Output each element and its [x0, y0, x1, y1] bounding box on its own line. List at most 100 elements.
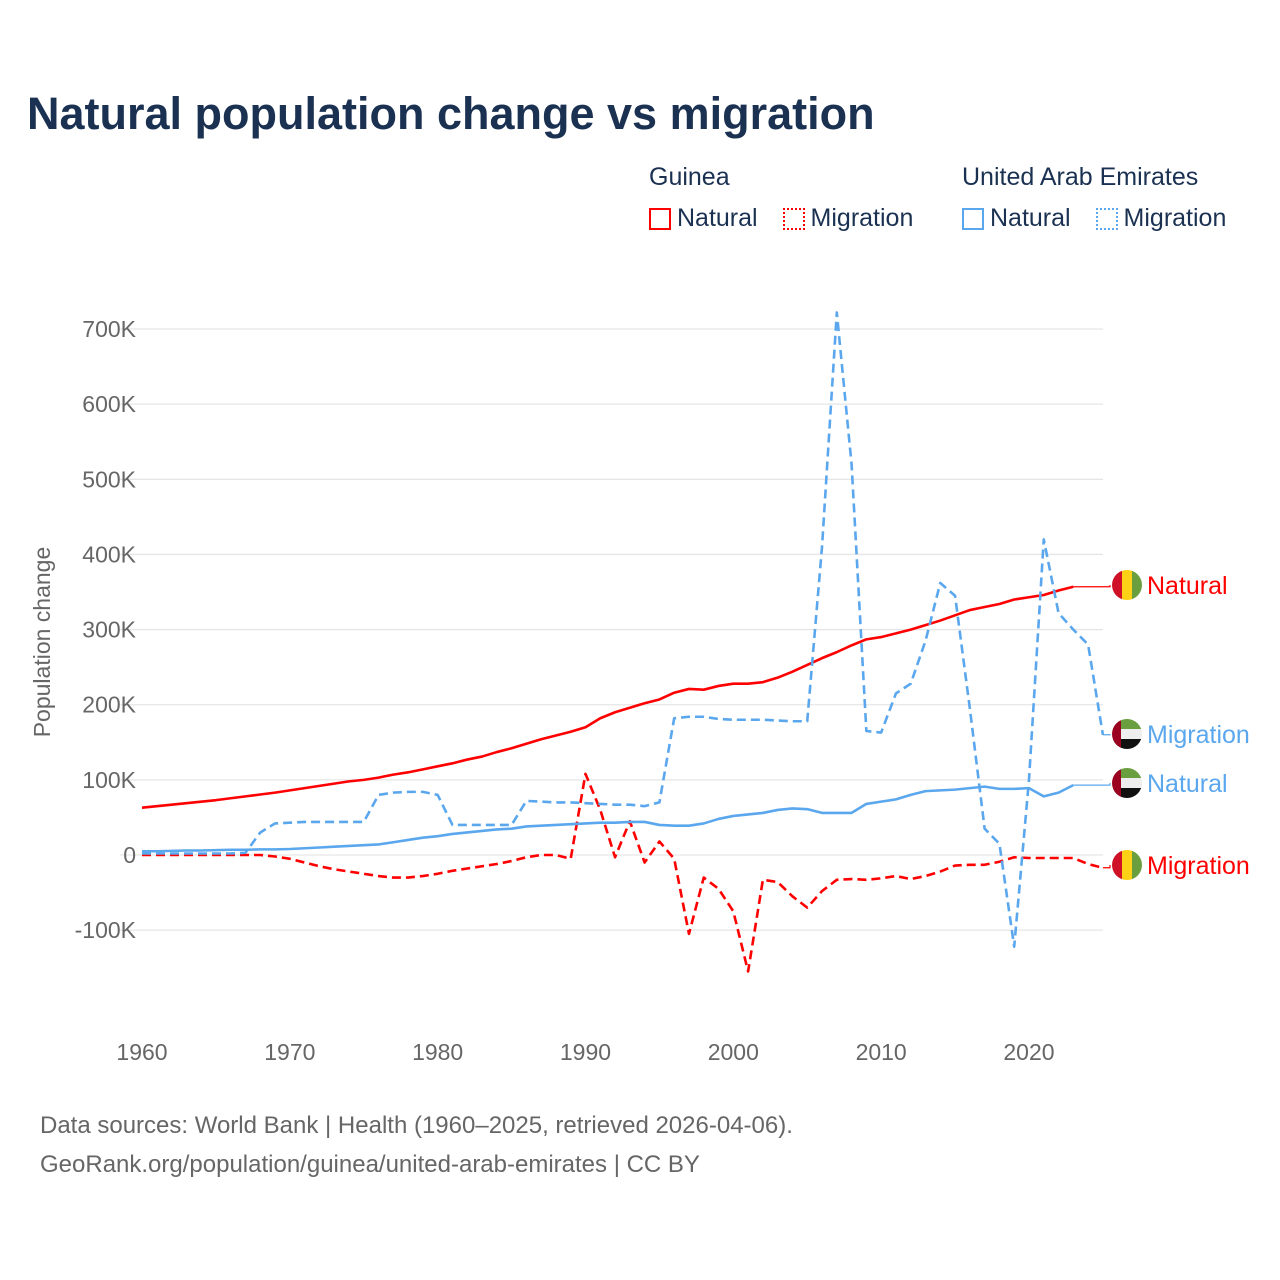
legend-item-uae-migration[interactable]: Migration [1095, 204, 1226, 233]
data-point [716, 716, 721, 721]
data-point [746, 812, 751, 817]
guinea-flag-icon [1112, 570, 1142, 600]
end-label-connector [1073, 783, 1111, 786]
data-point [731, 681, 736, 686]
data-point [361, 777, 366, 782]
legend-item-uae-natural[interactable]: Natural [962, 204, 1071, 233]
data-point [790, 806, 795, 811]
data-point [524, 824, 529, 829]
data-point [435, 764, 440, 769]
data-point [480, 828, 485, 833]
end-label-connector [1102, 865, 1111, 869]
data-point [686, 931, 691, 936]
data-point [568, 800, 573, 805]
footer: Data sources: World Bank | Health (1960–… [40, 1106, 793, 1184]
data-point [598, 801, 603, 806]
x-tick-label: 2000 [708, 1039, 759, 1065]
data-point [391, 875, 396, 880]
data-point [923, 874, 928, 879]
data-point [701, 714, 706, 719]
data-point [287, 820, 292, 825]
data-point [672, 716, 677, 721]
data-point [509, 822, 514, 827]
data-point [332, 819, 337, 824]
data-point [790, 669, 795, 674]
data-point [938, 869, 943, 874]
data-point [213, 851, 218, 856]
data-point [346, 843, 351, 848]
data-point [509, 746, 514, 751]
data-point [686, 823, 691, 828]
legend-item-guinea-natural[interactable]: Natural [649, 204, 758, 233]
data-point [258, 792, 263, 797]
y-tick-label: 600K [82, 391, 136, 417]
data-point [1056, 856, 1061, 861]
data-point [553, 733, 558, 738]
data-point [701, 687, 706, 692]
data-point [997, 602, 1002, 607]
data-point [346, 819, 351, 824]
data-point [701, 821, 706, 826]
data-point [672, 690, 677, 695]
data-point [953, 593, 958, 598]
x-tick-label: 1960 [116, 1039, 167, 1065]
data-point [568, 822, 573, 827]
flag-stripe [1122, 570, 1132, 600]
data-point [287, 856, 292, 861]
flag-body [1112, 719, 1142, 749]
data-point [686, 686, 691, 691]
data-point [686, 714, 691, 719]
footer-link[interactable]: GeoRank.org/population/guinea/united-ara… [40, 1151, 700, 1178]
data-point [790, 719, 795, 724]
data-point [480, 754, 485, 759]
data-point [820, 889, 825, 894]
flag-stripe [1112, 788, 1142, 798]
data-point [879, 799, 884, 804]
data-point [1041, 537, 1046, 542]
data-point [450, 822, 455, 827]
data-point [953, 787, 958, 792]
data-point [1056, 588, 1061, 593]
data-point [480, 822, 485, 827]
data-point [213, 798, 218, 803]
data-point [967, 706, 972, 711]
data-point [731, 813, 736, 818]
data-point [376, 775, 381, 780]
data-point [716, 683, 721, 688]
data-point [243, 794, 248, 799]
flag-stripe [1132, 850, 1142, 880]
data-point [1026, 856, 1031, 861]
data-point [775, 807, 780, 812]
data-point [938, 788, 943, 793]
data-point [746, 681, 751, 686]
data-point [539, 799, 544, 804]
flag-stripe [1112, 729, 1142, 739]
data-point [731, 717, 736, 722]
flag-stripe [1122, 850, 1132, 880]
legend-label: Migration [810, 204, 914, 232]
y-tick-label: 300K [82, 617, 136, 643]
data-point [805, 662, 810, 667]
x-tick-label: 2010 [856, 1039, 907, 1065]
legend-item-guinea-migration[interactable]: Migration [782, 204, 914, 233]
data-point [864, 801, 869, 806]
data-point [539, 737, 544, 742]
data-point [657, 839, 662, 844]
flag-stripe [1112, 719, 1121, 749]
legend-group-guinea: Guinea Natural Migration [649, 163, 931, 237]
data-point [613, 802, 618, 807]
data-point [420, 767, 425, 772]
end-label: Migration [1147, 852, 1250, 880]
data-point [760, 810, 765, 815]
data-point [1071, 627, 1076, 632]
data-point [332, 844, 337, 849]
data-point [997, 841, 1002, 846]
data-point [450, 831, 455, 836]
data-point [805, 807, 810, 812]
data-point [716, 886, 721, 891]
data-point [834, 310, 839, 315]
data-point [568, 856, 573, 861]
data-point [465, 822, 470, 827]
data-point [923, 638, 928, 643]
